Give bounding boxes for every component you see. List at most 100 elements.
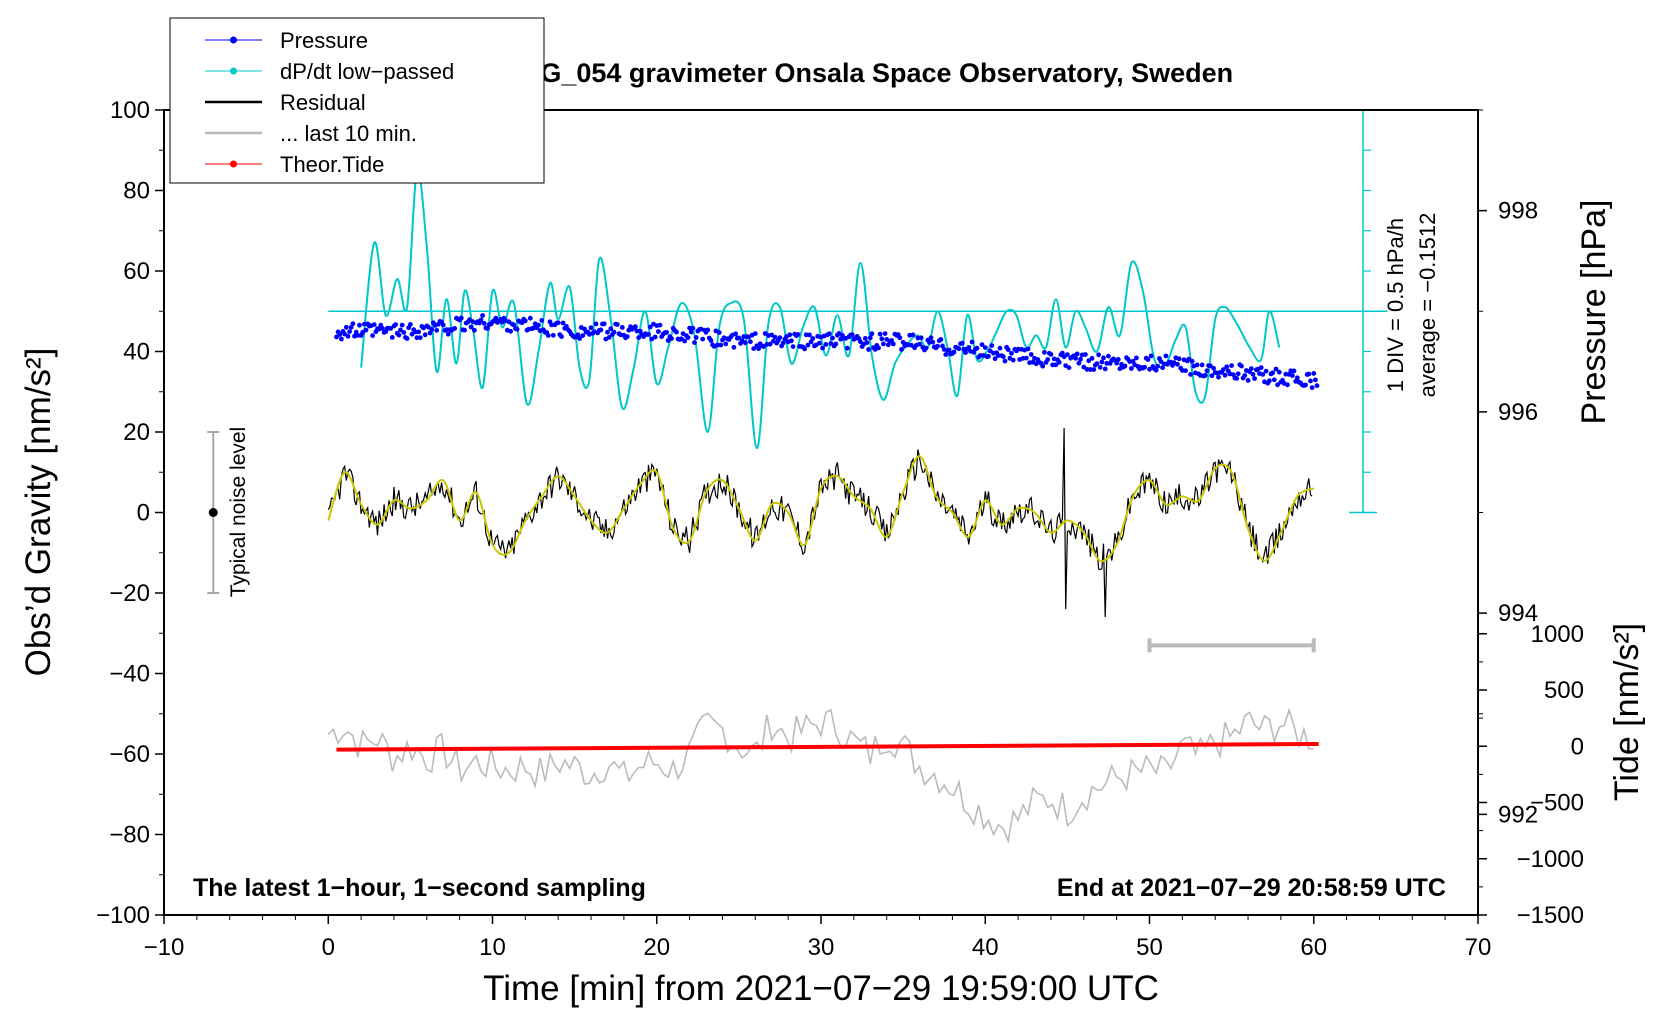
y-tick-label: −60 xyxy=(109,741,150,768)
pressure-point xyxy=(1163,353,1169,359)
pressure-point xyxy=(1294,375,1300,381)
pressure-tick-label: 998 xyxy=(1498,198,1538,225)
pressure-point xyxy=(1073,355,1078,361)
pressure-point xyxy=(826,331,832,337)
legend-marker xyxy=(230,36,237,44)
pressure-point xyxy=(393,322,398,327)
x-tick-label: 20 xyxy=(643,934,670,961)
pressure-point xyxy=(468,324,474,330)
x-tick-label: 60 xyxy=(1300,934,1327,961)
pressure-point xyxy=(555,320,561,326)
pressure-point xyxy=(787,332,793,338)
pressure-point xyxy=(1222,372,1228,378)
pressure-point xyxy=(462,327,467,333)
pressure-point xyxy=(417,335,423,340)
pressure-point xyxy=(1005,347,1011,352)
pressure-point xyxy=(876,345,881,351)
pressure-point xyxy=(1042,349,1047,355)
pressure-point xyxy=(1060,350,1065,356)
pressure-point xyxy=(545,333,551,338)
legend-label: Theor.Tide xyxy=(280,152,384,177)
y-tick-label: −20 xyxy=(109,580,150,607)
pressure-point xyxy=(908,342,914,348)
pressure-point xyxy=(866,347,871,352)
pressure-point xyxy=(646,332,651,337)
pressure-point xyxy=(1045,357,1051,362)
pressure-point xyxy=(833,341,839,347)
pressure-point xyxy=(938,337,944,342)
legend-label: dP/dt low−passed xyxy=(280,59,454,84)
pressure-point xyxy=(580,333,586,338)
pressure-point xyxy=(1239,363,1244,369)
pressure-point xyxy=(935,343,940,349)
pressure-point xyxy=(767,341,773,347)
pressure-point xyxy=(690,325,696,331)
x-tick-label: 10 xyxy=(479,934,506,961)
pressure-point xyxy=(1309,385,1315,391)
pressure-point xyxy=(917,341,922,347)
pressure-point xyxy=(862,336,868,341)
pressure-point xyxy=(624,334,630,339)
pressure-point xyxy=(1235,371,1241,377)
pressure-point xyxy=(493,315,499,321)
pressure-point xyxy=(608,326,614,332)
pressure-point xyxy=(1142,364,1147,370)
pressure-axis-label: Pressure [hPa] xyxy=(1575,200,1613,425)
tide-tick-label: −1500 xyxy=(1517,902,1584,929)
pressure-point xyxy=(1276,369,1282,375)
tide-axis-label: Tide [nm/s²] xyxy=(1608,623,1646,801)
pressure-point xyxy=(982,345,988,350)
pressure-point xyxy=(371,322,377,327)
pressure-point xyxy=(440,322,446,328)
pressure-point xyxy=(715,342,720,348)
x-axis-label: Time [min] from 2021−07−29 19:59:00 UTC xyxy=(483,969,1159,1008)
y-tick-label: −80 xyxy=(109,822,150,849)
pressure-point xyxy=(956,346,962,352)
pressure-point xyxy=(986,353,991,359)
pressure-point xyxy=(339,336,344,342)
x-tick-label: 40 xyxy=(972,934,999,961)
pressure-point xyxy=(890,341,896,347)
pressure-point xyxy=(657,322,663,328)
pressure-tick-label: 992 xyxy=(1498,801,1538,828)
pressure-point xyxy=(1275,382,1280,388)
pressure-point xyxy=(636,335,642,340)
pressure-point xyxy=(810,336,816,341)
pressure-point xyxy=(1056,359,1062,365)
pressure-point xyxy=(756,346,761,352)
chart-title: SCG_054 gravimeter Onsala Space Observat… xyxy=(503,58,1233,88)
pressure-point xyxy=(1145,357,1151,362)
pressure-point xyxy=(1229,363,1234,368)
pressure-point xyxy=(416,329,421,335)
pressure-point xyxy=(485,326,490,331)
pressure-point xyxy=(1263,368,1269,374)
pressure-point xyxy=(1094,361,1100,366)
legend: Pressure dP/dt low−passed Residual ... last… xyxy=(169,17,545,184)
pressure-point xyxy=(969,339,975,345)
pressure-point xyxy=(795,332,801,337)
pressure-point xyxy=(802,346,807,352)
pressure-point xyxy=(1258,365,1264,370)
pressure-point xyxy=(1234,376,1239,381)
pressure-point xyxy=(1147,366,1152,372)
legend-marker xyxy=(230,67,237,75)
pressure-point xyxy=(522,318,528,324)
dpdt-scale-label: 1 DIV = 0.5 hPa/h xyxy=(1383,218,1408,392)
pressure-point xyxy=(1248,366,1254,371)
pressure-point xyxy=(422,332,428,338)
pressure-point xyxy=(974,345,980,351)
pressure-point xyxy=(637,328,643,334)
noise-bar-center-dot xyxy=(208,508,218,517)
pressure-point xyxy=(682,338,688,344)
pressure-point xyxy=(363,327,369,333)
pressure-point xyxy=(879,336,885,342)
pressure-point xyxy=(1074,351,1080,357)
x-tick-label: −10 xyxy=(144,934,185,961)
pressure-point xyxy=(844,345,850,351)
pressure-point xyxy=(1189,358,1195,364)
pressure-point xyxy=(1097,364,1103,370)
pressure-point xyxy=(1199,362,1205,368)
pressure-point xyxy=(445,331,451,337)
pressure-point xyxy=(343,324,349,330)
